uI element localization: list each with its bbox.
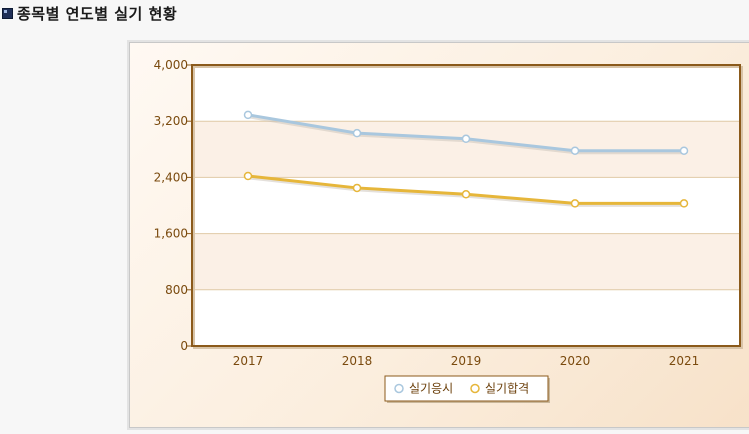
- x-tick-label: 2020: [560, 354, 591, 368]
- data-point: [352, 183, 362, 193]
- line-chart: 0 800 1,600 2,400 3,200 4,000 2017 2018 2019 2020…: [154, 58, 743, 403]
- legend-label: 실기응시: [409, 382, 453, 396]
- data-point: [461, 134, 471, 144]
- x-tick-label: 2018: [342, 354, 373, 368]
- x-tick-label: 2021: [669, 354, 700, 368]
- legend-marker: [470, 383, 480, 394]
- plot-border-shadow: [193, 66, 743, 349]
- chart-panel: 0 800 1,600 2,400 3,200 4,000 2017 2018 2019 2020…: [129, 42, 749, 428]
- data-point: [243, 110, 253, 120]
- data-point: [243, 171, 253, 181]
- y-tick-label: 1,600: [154, 227, 188, 241]
- data-point: [352, 128, 362, 138]
- y-tick-label: 0: [180, 339, 188, 353]
- page-title: 종목별 연도별 실기 현황: [17, 4, 178, 23]
- x-tick-label: 2019: [451, 354, 482, 368]
- y-tick-label: 4,000: [154, 58, 188, 72]
- data-point: [570, 146, 580, 155]
- page-title-row: 종목별 연도별 실기 현황: [2, 2, 177, 24]
- grid-band: [192, 233, 740, 290]
- data-point: [461, 190, 471, 199]
- legend-box: [384, 375, 549, 402]
- y-tick-label: 3,200: [154, 114, 188, 128]
- data-point: [679, 199, 689, 208]
- title-bullet-icon: [2, 7, 13, 19]
- data-point: [679, 146, 689, 155]
- x-tick-label: 2017: [233, 354, 264, 368]
- legend-marker: [394, 383, 404, 394]
- legend-label: 실기합격: [485, 382, 529, 396]
- plot-border: [191, 64, 741, 347]
- y-tick-label: 2,400: [154, 170, 188, 184]
- data-point: [570, 199, 580, 208]
- y-tick-label: 800: [165, 283, 188, 297]
